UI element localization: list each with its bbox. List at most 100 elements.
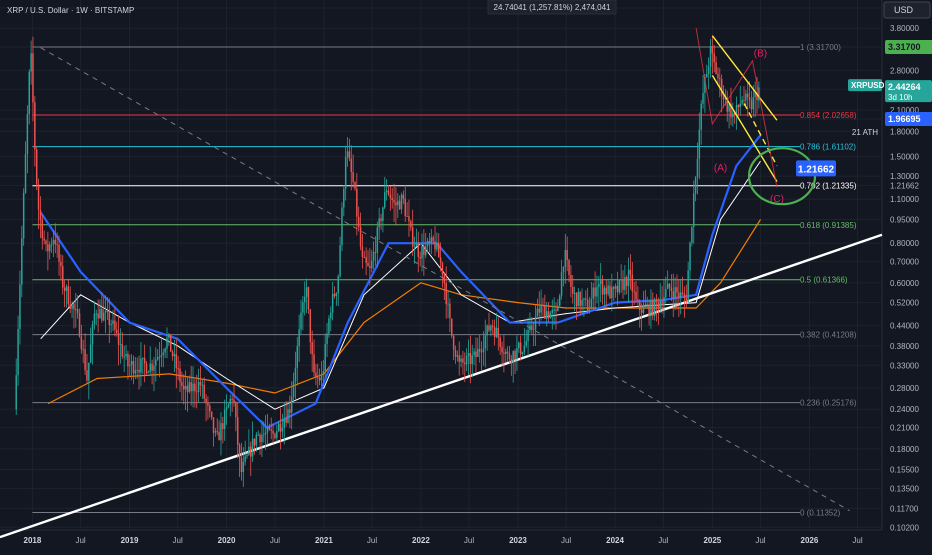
candle-body bbox=[253, 438, 256, 446]
price-tick-label: 0.33000 bbox=[890, 361, 919, 370]
channel-lower-line[interactable] bbox=[711, 75, 778, 182]
candle-body bbox=[465, 355, 468, 365]
candle-body bbox=[324, 344, 326, 372]
candle-body bbox=[235, 402, 237, 418]
candle-body bbox=[287, 409, 289, 423]
candle-body bbox=[480, 351, 483, 353]
candle-body bbox=[361, 246, 364, 257]
candle-body bbox=[417, 243, 420, 257]
candle-body bbox=[406, 215, 408, 217]
candle-body bbox=[572, 287, 574, 294]
channel-upper-line[interactable] bbox=[711, 35, 778, 121]
candle-body bbox=[209, 405, 211, 412]
candle-body bbox=[58, 244, 60, 262]
candle-body bbox=[449, 303, 451, 319]
candle-body bbox=[330, 312, 332, 319]
elliott-wave-path[interactable] bbox=[695, 28, 778, 188]
candle-body bbox=[436, 242, 438, 250]
candle-body bbox=[309, 309, 312, 343]
candle-body bbox=[374, 251, 377, 253]
candle-body bbox=[63, 287, 66, 291]
xrpusd-countdown: 3d 10h bbox=[888, 93, 912, 102]
candle-body bbox=[570, 274, 572, 288]
candle-body bbox=[229, 398, 232, 405]
price-tick-label: 1.80000 bbox=[890, 127, 919, 136]
candle-body bbox=[490, 325, 492, 331]
candle-body bbox=[326, 333, 328, 345]
candle-body bbox=[127, 353, 129, 367]
candle-body bbox=[84, 349, 86, 371]
candle-body bbox=[640, 310, 643, 313]
candle-body bbox=[754, 92, 756, 98]
candle-body bbox=[577, 291, 580, 307]
candle-body bbox=[346, 151, 349, 157]
candle-body bbox=[268, 426, 271, 430]
currency-button-label[interactable]: USD bbox=[894, 5, 914, 15]
candle-body bbox=[564, 250, 567, 267]
fib-level-label: 0.702 (1.21335) bbox=[800, 182, 857, 191]
candle-body bbox=[281, 427, 284, 432]
channel-projection-line[interactable] bbox=[743, 103, 778, 167]
candle-body bbox=[227, 404, 230, 408]
candle-body bbox=[525, 341, 527, 346]
candle-body bbox=[549, 312, 552, 319]
candle-body bbox=[471, 355, 473, 365]
candle-body bbox=[188, 382, 191, 392]
candle-body bbox=[398, 200, 401, 210]
candle-body bbox=[437, 242, 440, 258]
time-tick-label: 2019 bbox=[121, 536, 139, 545]
candle-body bbox=[670, 287, 673, 292]
candle-body bbox=[315, 372, 317, 378]
candle-body bbox=[706, 73, 708, 78]
candle-body bbox=[482, 348, 485, 353]
fib-level-label: 0.382 (0.41208) bbox=[800, 331, 857, 340]
candle-body bbox=[408, 216, 410, 222]
candle-body bbox=[692, 193, 695, 227]
candle-body bbox=[142, 357, 144, 359]
candle-body bbox=[97, 313, 99, 319]
candle-body bbox=[78, 313, 81, 337]
candle-body bbox=[173, 354, 176, 357]
price-tag-blue-bg bbox=[885, 112, 932, 127]
candle-body bbox=[54, 239, 57, 245]
candle-body bbox=[331, 293, 334, 313]
candle-body bbox=[132, 361, 135, 374]
candle-body bbox=[679, 292, 682, 298]
candle-body bbox=[43, 238, 45, 241]
candle-body bbox=[231, 398, 233, 400]
candle-body bbox=[477, 348, 479, 358]
candle-body bbox=[633, 291, 635, 293]
candle-body bbox=[737, 105, 740, 108]
candle-body bbox=[493, 326, 496, 338]
ma-white-line bbox=[40, 160, 761, 410]
candle-body bbox=[529, 325, 531, 331]
currency-button[interactable] bbox=[883, 1, 931, 19]
candle-body bbox=[244, 456, 246, 462]
candle-body bbox=[555, 309, 557, 311]
candle-body bbox=[495, 327, 498, 338]
candle-body bbox=[739, 103, 742, 108]
candle-body bbox=[30, 53, 32, 72]
candle-body bbox=[71, 304, 73, 309]
candle-body bbox=[318, 377, 321, 381]
candle-body bbox=[599, 280, 602, 284]
candle-body bbox=[512, 350, 514, 364]
candle-body bbox=[488, 325, 490, 331]
symbol-title[interactable]: XRP / U.S. Dollar · 1W · BITSTAMP bbox=[7, 6, 134, 15]
time-axis[interactable]: 2018 Jul 2019 Jul 2020 Jul 2021 Jul 2022 Jul 2023 J… bbox=[24, 536, 863, 545]
candle-body bbox=[652, 300, 654, 316]
candle-body bbox=[26, 114, 29, 155]
candle-body bbox=[283, 418, 285, 428]
candle-body bbox=[354, 181, 356, 189]
candle-body bbox=[518, 342, 520, 348]
candle-body bbox=[558, 295, 561, 306]
candle-body bbox=[110, 323, 112, 325]
candle-body bbox=[393, 200, 395, 203]
candle-body bbox=[112, 320, 114, 324]
candle-body bbox=[592, 287, 594, 299]
candle-body bbox=[69, 304, 71, 309]
candle-body bbox=[612, 287, 615, 289]
time-tick-label: Jul bbox=[755, 536, 765, 545]
